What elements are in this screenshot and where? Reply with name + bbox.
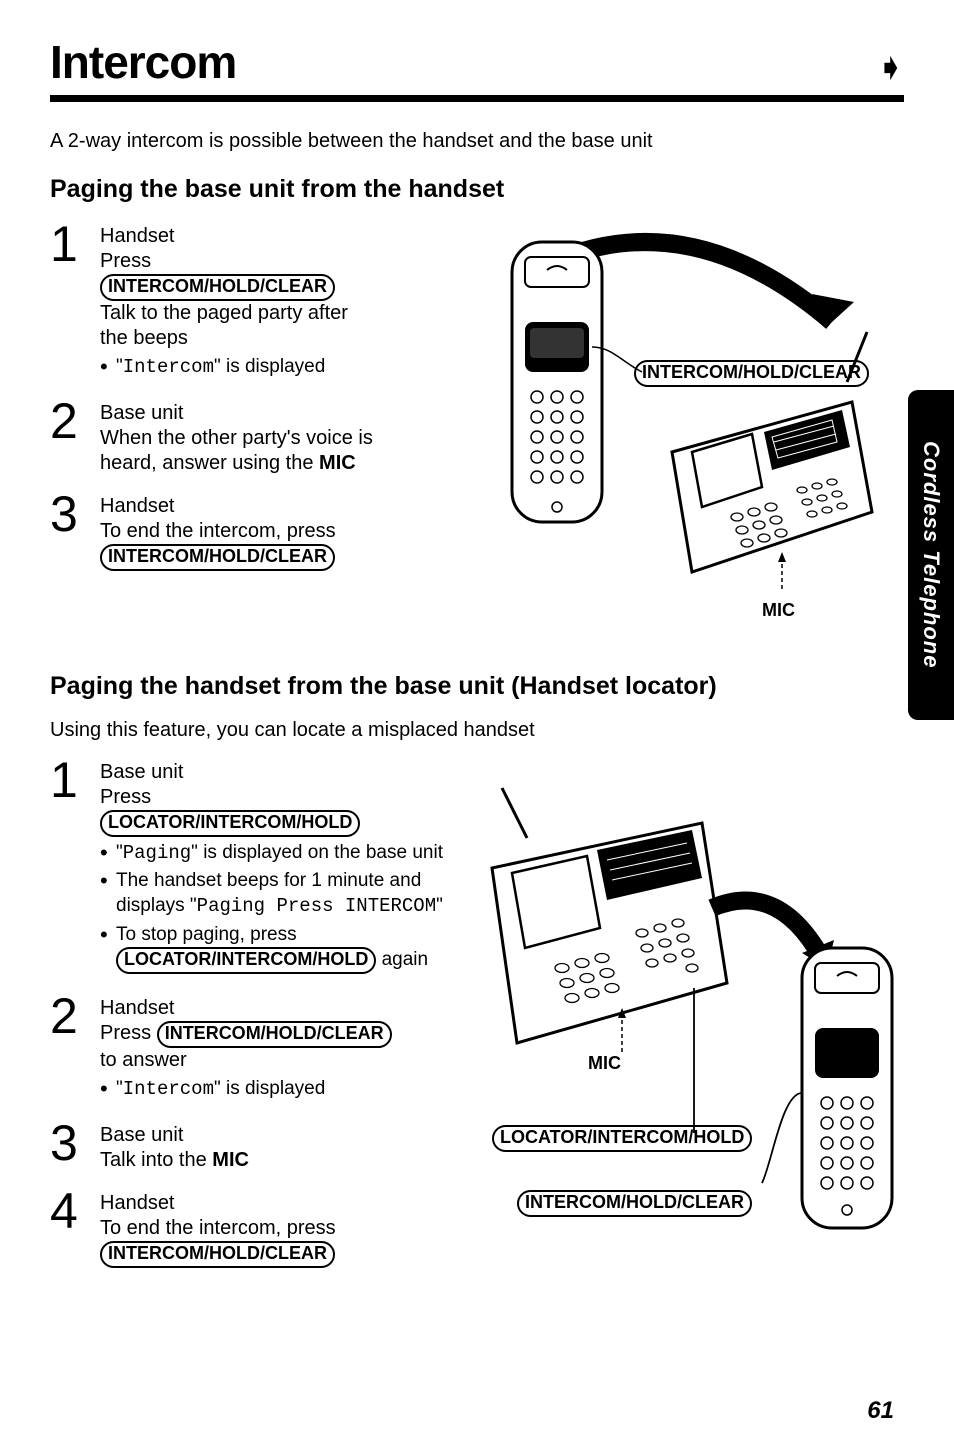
callout-mic-label: MIC: [762, 600, 795, 621]
step-2-4: 4 Handset To end the intercom, press INT…: [50, 1189, 450, 1268]
section2-intro: Using this feature, you can locate a mis…: [50, 719, 904, 742]
step-device: Handset: [100, 224, 348, 249]
locator-button-label: LOCATOR/INTERCOM/HOLD: [116, 947, 376, 974]
step-device: Handset: [100, 1191, 336, 1216]
step-text: Talk to the paged party after: [100, 301, 348, 326]
intercom-button-label: INTERCOM/HOLD/CLEAR: [100, 274, 335, 301]
locator-button-label: LOCATOR/INTERCOM/HOLD: [100, 810, 360, 837]
step-number: 1: [50, 758, 86, 978]
callout-intercom-label: INTERCOM/HOLD/CLEAR: [517, 1190, 752, 1217]
step-number: 2: [50, 399, 86, 476]
step-2-2: 2 Handset Press INTERCOM/HOLD/CLEAR to a…: [50, 994, 450, 1105]
step-bullet: "Paging" is displayed on the base unit: [100, 841, 450, 866]
callout-mic-label: MIC: [588, 1053, 621, 1074]
step-1-2: 2 Base unit When the other party's voice…: [50, 399, 450, 476]
step-device: Handset: [100, 996, 392, 1021]
step-text: Press INTERCOM/HOLD/CLEAR: [100, 1021, 392, 1048]
step-text: heard, answer using the MIC: [100, 451, 373, 476]
section-tab: Cordless Telephone: [908, 390, 954, 720]
step-1-1: 1 Handset Press INTERCOM/HOLD/CLEAR Talk…: [50, 222, 450, 383]
callout-locator-label: LOCATOR/INTERCOM/HOLD: [492, 1125, 752, 1152]
step-text: To end the intercom, press: [100, 519, 336, 544]
step-number: 2: [50, 994, 86, 1105]
section1-heading: Paging the base unit from the handset: [50, 175, 904, 204]
forward-icon: ➧: [877, 48, 904, 86]
step-text: When the other party's voice is: [100, 426, 373, 451]
step-number: 4: [50, 1189, 86, 1268]
page-number: 61: [867, 1397, 894, 1425]
step-text: Press: [100, 785, 450, 810]
step-number: 3: [50, 1121, 86, 1173]
step-device: Base unit: [100, 1123, 249, 1148]
step-1-3: 3 Handset To end the intercom, press INT…: [50, 492, 450, 571]
step-text: Talk into the MIC: [100, 1148, 249, 1173]
step-bullet: The handset beeps for 1 minute and displ…: [100, 869, 450, 918]
step-device: Handset: [100, 494, 336, 519]
section2-heading: Paging the handset from the base unit (H…: [50, 672, 904, 701]
illustration-handset-to-base: [462, 222, 892, 642]
step-text: To end the intercom, press: [100, 1216, 336, 1241]
step-text: to answer: [100, 1048, 392, 1073]
step-device: Base unit: [100, 760, 450, 785]
step-bullet: "Intercom" is displayed: [100, 355, 348, 380]
intro-text: A 2-way intercom is possible between the…: [50, 130, 904, 153]
step-number: 1: [50, 222, 86, 383]
intercom-button-label: INTERCOM/HOLD/CLEAR: [100, 544, 335, 571]
step-text: the beeps: [100, 326, 348, 351]
step-bullet: To stop paging, press LOCATOR/INTERCOM/H…: [100, 923, 450, 974]
section-tab-label: Cordless Telephone: [918, 441, 944, 668]
callout-intercom-label: INTERCOM/HOLD/CLEAR: [634, 360, 869, 387]
intercom-button-label: INTERCOM/HOLD/CLEAR: [157, 1021, 392, 1048]
step-2-1: 1 Base unit Press LOCATOR/INTERCOM/HOLD …: [50, 758, 450, 978]
step-device: Base unit: [100, 401, 373, 426]
step-text: Press: [100, 249, 348, 274]
page-title: Intercom: [50, 35, 236, 89]
step-number: 3: [50, 492, 86, 571]
step-2-3: 3 Base unit Talk into the MIC: [50, 1121, 450, 1173]
intercom-button-label: INTERCOM/HOLD/CLEAR: [100, 1241, 335, 1268]
step-bullet: "Intercom" is displayed: [100, 1077, 392, 1102]
title-rule: [50, 95, 904, 102]
